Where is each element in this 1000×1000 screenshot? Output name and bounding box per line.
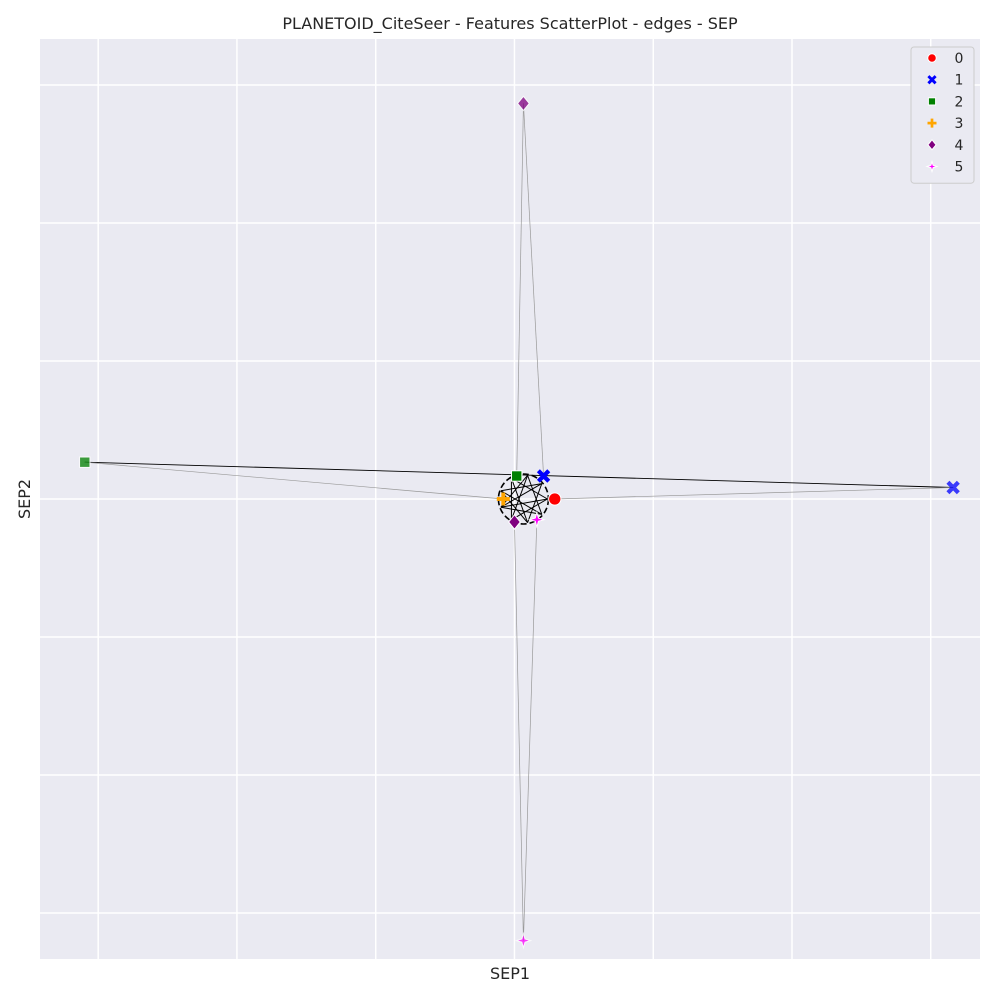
cluster-edge — [500, 475, 528, 508]
legend-label-3: 3 — [955, 116, 964, 132]
edge-line — [516, 103, 524, 477]
cluster-edge — [500, 506, 542, 515]
data-points — [79, 95, 960, 950]
edge-line — [84, 461, 504, 500]
legend-box — [910, 46, 975, 184]
x-axis-label: SEP1 — [490, 964, 530, 983]
series-5-point — [527, 510, 546, 529]
chart-title: PLANETOID_CiteSeer - Features ScatterPlo… — [282, 14, 738, 34]
legend-label-5: 5 — [955, 160, 964, 176]
series-1-point — [946, 480, 960, 495]
legend-marker-1 — [927, 75, 937, 85]
series-1-point — [536, 469, 551, 483]
cluster-edge — [527, 475, 543, 515]
cluster-edge — [500, 490, 528, 523]
cluster-edge — [500, 483, 543, 508]
cluster-edge — [510, 475, 529, 520]
cluster-edge — [500, 498, 548, 508]
series-0-point — [548, 492, 562, 506]
edge-line — [523, 519, 538, 941]
legend-label-4: 4 — [955, 138, 964, 154]
cluster-edge — [500, 483, 542, 492]
legend-marker-5 — [925, 159, 939, 174]
legend-label-2: 2 — [955, 94, 964, 110]
edge-line — [514, 521, 524, 941]
series-4-point — [507, 514, 521, 530]
edge-line — [554, 487, 954, 500]
cluster-edge — [511, 498, 548, 521]
series-5-point — [514, 931, 533, 950]
cluster-edge — [510, 478, 529, 523]
series-4-point — [516, 95, 530, 112]
legend-marker-0 — [927, 53, 937, 63]
legend-label-1: 1 — [955, 73, 964, 89]
cluster-edge — [500, 490, 543, 515]
y-axis-label: SEP2 — [15, 479, 34, 519]
series-2-point — [79, 456, 91, 468]
series-3-point — [496, 492, 510, 506]
edge-line — [523, 103, 544, 477]
legend-marker-2 — [927, 97, 937, 106]
cluster-edge — [527, 483, 543, 523]
grid-lines — [40, 39, 980, 959]
legend-marker-3 — [927, 118, 937, 128]
series-2-point — [511, 470, 523, 482]
legend: 0 1 2 3 4 5 — [910, 46, 975, 184]
legend-marker-4 — [927, 139, 937, 151]
legend-label-0: 0 — [955, 51, 964, 67]
